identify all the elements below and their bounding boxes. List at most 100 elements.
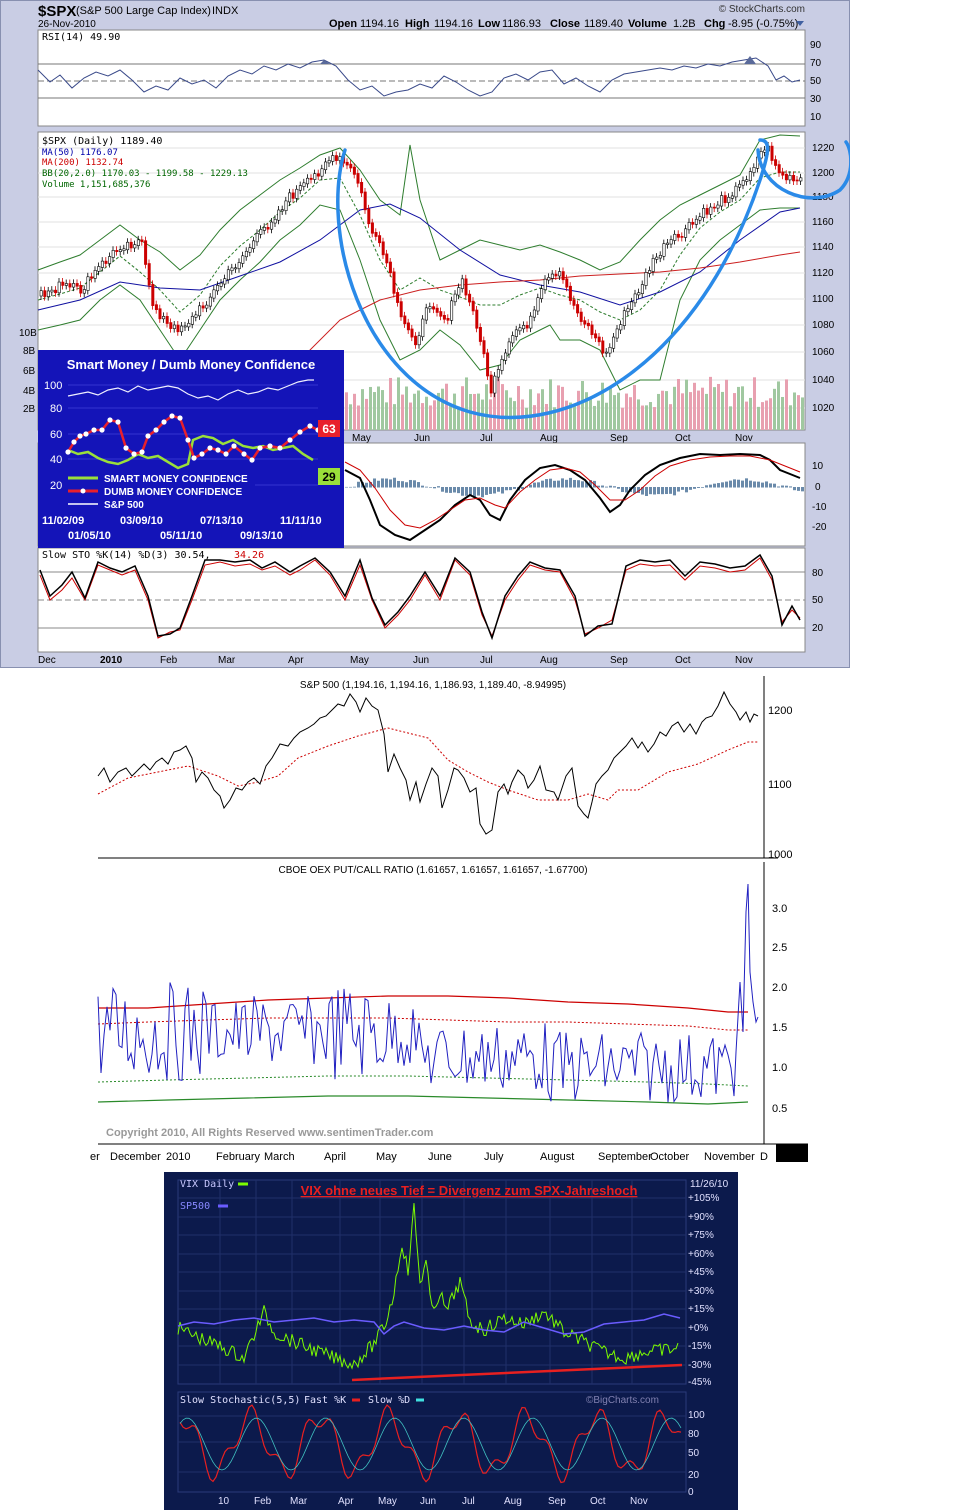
pc-ticks: 3.0 2.5 2.0 1.5 1.0 0.5 [772,903,787,1115]
candle [54,289,58,294]
candle [241,255,245,264]
volume-bar [433,400,436,430]
dumb-money-dot [65,449,71,455]
candle [504,352,508,361]
macd-bar [441,487,444,492]
candle [68,283,72,288]
candle [622,310,626,326]
macd-bar [465,487,468,496]
candle [223,278,227,285]
dumb-money-dot [185,437,191,443]
macd-bar [617,487,620,489]
svg-text:-30%: -30% [688,1360,711,1371]
candle [273,218,277,224]
volume-bar [381,390,384,430]
candle [86,276,90,291]
candle [525,325,529,329]
volume-bar [745,401,748,430]
svg-text:Mar: Mar [290,1496,308,1507]
dumb-money-dot [177,415,183,421]
svg-text:80: 80 [50,403,62,415]
candle [648,270,652,274]
candle [460,278,464,289]
svg-text:S&P 500: S&P 500 [104,500,144,511]
svg-text:1080: 1080 [812,320,835,331]
volume-bar [457,406,460,430]
candle [662,243,666,257]
macd-ticks: 10 0 -10 -20 [812,461,827,533]
svg-text:10: 10 [810,112,822,123]
pc-ratio-line [97,883,759,1103]
candle [446,318,450,321]
candle [237,262,241,270]
svg-text:05/11/10: 05/11/10 [160,530,202,542]
dumb-money-dot [277,445,283,451]
svg-text:D: D [760,1151,768,1163]
volume-bar [785,379,788,430]
dropdown-icon[interactable] [796,21,804,26]
macd-bar [673,487,676,496]
sp500-bc-line [177,1313,681,1336]
svg-text:Mar: Mar [218,655,236,666]
candle [576,304,580,314]
candle [428,306,432,310]
volume-bar [661,390,664,430]
volume-bar [717,383,720,430]
candle [594,333,598,339]
bc-brand: ©BigCharts.com [586,1395,659,1406]
candle [298,185,302,191]
volume-bar [701,387,704,430]
ma50-line [37,203,801,311]
macd-bar [649,487,652,495]
dumb-money-dot [107,417,113,423]
sto-label: Slow STO %K(14) %D(3) 30.54, [42,550,211,561]
macd-bar [773,483,776,488]
volume-bar [485,384,488,430]
volume-bar [729,406,732,430]
volume-bar [621,407,624,430]
candle [97,266,101,272]
candle [417,335,421,346]
candle [489,374,493,394]
volume-bar [681,393,684,430]
candle [262,226,266,231]
candle [486,352,490,377]
svg-text:6B: 6B [23,366,36,377]
candle [399,301,403,318]
svg-text:BB(20,2.0) 1170.03 - 1199.58 -: BB(20,2.0) 1170.03 - 1199.58 - 1229.13 [42,169,248,179]
dumb-money-dot [83,431,89,437]
svg-text:70: 70 [810,58,822,69]
quote-bar: Open 1194.16 High 1194.16 Low 1186.93 Cl… [329,18,798,30]
smart-money-dates: 11/02/09 03/09/10 07/13/10 11/11/10 01/0… [42,515,322,542]
svg-text:1194.16: 1194.16 [434,18,473,30]
macd-bar [637,487,640,493]
svg-text:09/13/10: 09/13/10 [240,530,283,542]
volume-bar [393,404,396,430]
dumb-money-dot [257,445,263,451]
candle [795,179,799,182]
svg-text:1.0: 1.0 [772,1062,787,1074]
support-line [351,1363,683,1382]
candle [745,179,749,182]
macd-bar [377,480,380,488]
svg-text:10: 10 [218,1496,230,1507]
svg-text:80: 80 [688,1429,700,1440]
spx-ma-line [97,727,758,801]
svg-text:November: November [704,1151,755,1163]
candle [313,173,317,180]
macd-bar [489,487,492,494]
volume-bar [421,403,424,430]
macd-bar [601,485,604,488]
candle [403,315,407,325]
volume-bar [373,392,376,430]
volume-bar [693,382,696,430]
volume-bar [597,400,600,430]
candle [118,249,122,252]
macd-bar [797,487,800,491]
svg-text:10B: 10B [19,328,37,339]
candle [115,249,119,252]
bc-sto-title: Slow Stochastic(5,5) [180,1395,300,1406]
volume-bar [345,392,348,430]
bc-pct-ticks: +105% +90% +75% +60% +45% +30% +15% +0% … [688,1193,720,1388]
candle [381,241,385,256]
